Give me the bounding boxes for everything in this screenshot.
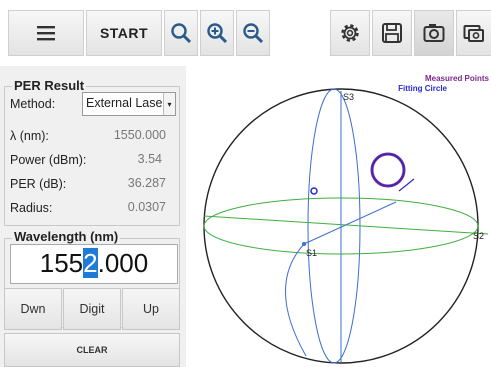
zoom-fit-button[interactable] [164, 10, 198, 56]
down-label: Dwn [20, 302, 46, 316]
s2-label: S2 [473, 231, 484, 241]
wavelength-value-before: 155 [39, 248, 84, 278]
s3-meridian [307, 88, 361, 364]
wavelength-title: Wavelength (nm) [12, 229, 121, 244]
fitting-circle [371, 153, 405, 187]
s1-axis [303, 201, 397, 245]
method-label: Method: [10, 97, 56, 111]
fitting-normal [398, 178, 415, 192]
start-button[interactable]: START [86, 10, 162, 56]
zoom-out-icon [243, 23, 264, 44]
lambda-label: λ (nm): [10, 129, 49, 143]
digit-label: Digit [79, 302, 105, 316]
s1-meridian [285, 243, 307, 357]
copy-screenshot-icon [463, 25, 484, 42]
poincare-sphere-view[interactable]: S3 S1 S2 Measured Points Fitting Circle [186, 66, 491, 367]
per-label: PER (dB): [10, 177, 67, 191]
power-value: 3.54 [137, 152, 162, 166]
toolbar-spacer [272, 10, 310, 56]
radius-value: 0.0307 [127, 200, 166, 214]
s1-point [302, 242, 306, 246]
zoom-out-button[interactable] [236, 10, 270, 56]
zoom-fit-icon [171, 23, 192, 44]
legend-fitting-circle: Fitting Circle [398, 84, 447, 93]
wavelength-input[interactable]: 1552.000 [10, 244, 178, 284]
per-result-title: PER Result [12, 78, 87, 93]
zoom-in-icon [207, 23, 228, 44]
equator-ellipse [203, 197, 479, 255]
legend-measured-points: Measured Points [424, 74, 489, 83]
radius-label: Radius: [10, 201, 53, 215]
digit-button[interactable]: Digit [63, 288, 121, 330]
clear-label: CLEAR [76, 345, 108, 355]
clear-button[interactable]: CLEAR [4, 333, 180, 367]
wavelength-value-after: .000 [97, 248, 149, 278]
settings-button[interactable] [330, 10, 370, 56]
start-label: START [99, 25, 149, 41]
power-label: Power (dBm): [10, 153, 87, 167]
copy-screenshot-button[interactable] [456, 10, 491, 56]
toolbar: START [0, 0, 491, 66]
menu-icon [37, 26, 55, 41]
s3-label: S3 [343, 92, 354, 102]
up-button[interactable]: Up [122, 288, 180, 330]
wavelength-selected-digit: 2 [83, 248, 98, 278]
per-result-group [4, 86, 180, 226]
zoom-in-button[interactable] [200, 10, 234, 56]
method-select[interactable]: External Laser ▾ [82, 92, 176, 116]
down-button[interactable]: Dwn [4, 288, 62, 330]
s1-label: S1 [306, 248, 317, 258]
menu-button[interactable] [8, 10, 84, 56]
per-value: 36.287 [127, 176, 166, 190]
measured-point [310, 187, 318, 195]
gear-icon [341, 24, 359, 42]
camera-button[interactable] [414, 10, 454, 56]
up-label: Up [143, 302, 159, 316]
save-icon [382, 23, 402, 43]
lambda-value: 1550.000 [113, 128, 166, 142]
camera-icon [423, 24, 445, 42]
method-value: External Laser [86, 96, 167, 110]
chevron-down-icon: ▾ [163, 93, 175, 115]
save-button[interactable] [372, 10, 412, 56]
